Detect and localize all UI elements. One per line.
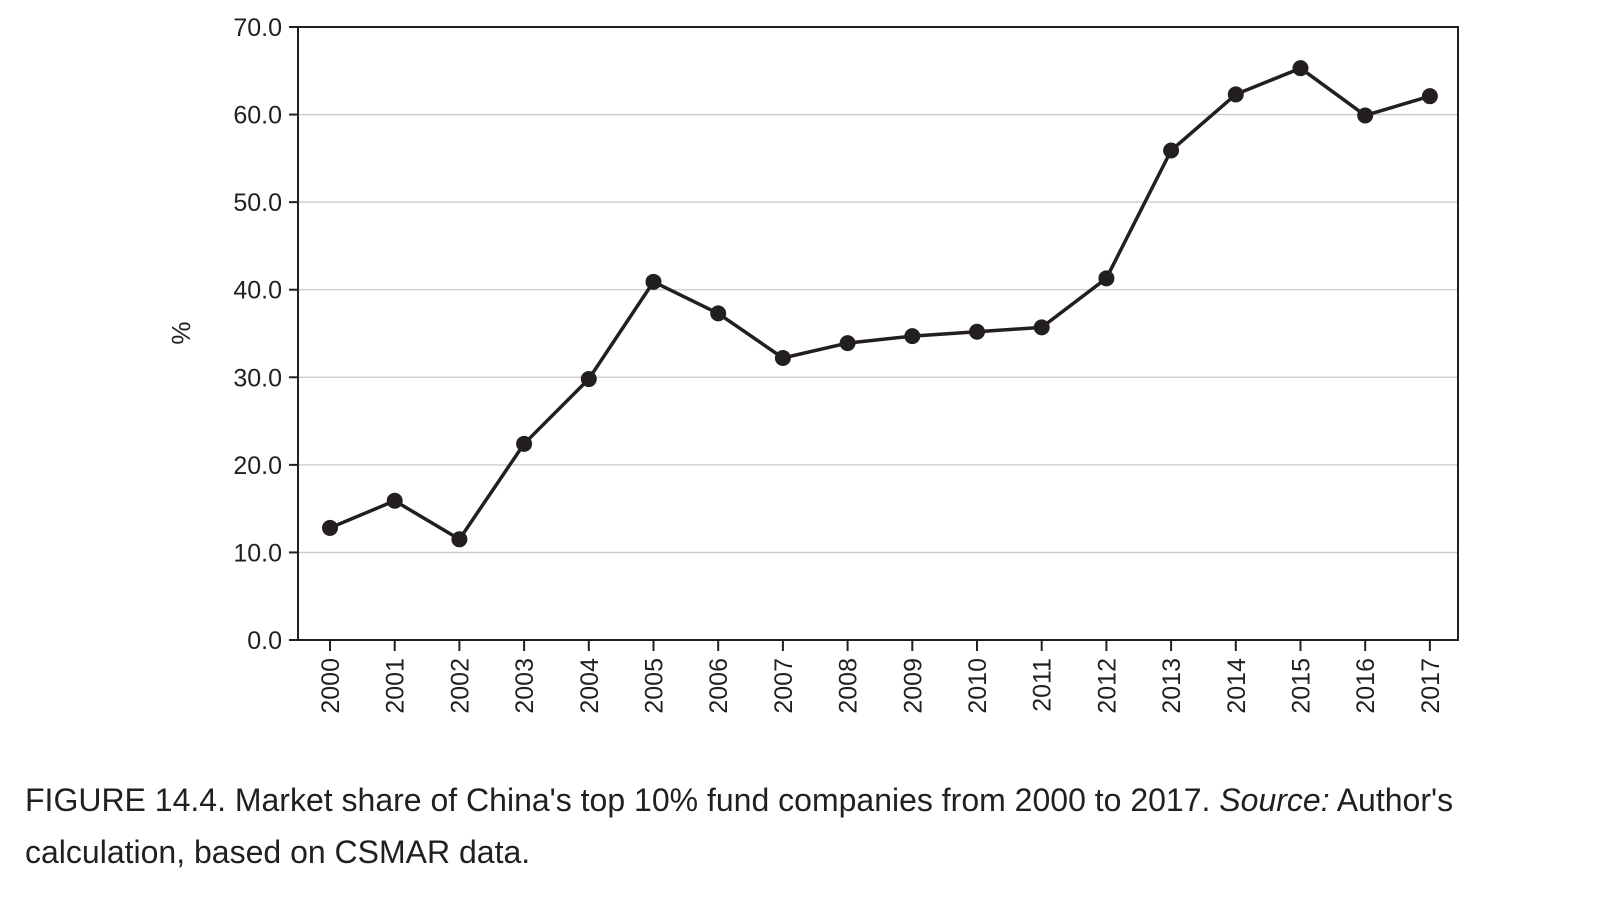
x-tick-label: 2012 [1093, 658, 1121, 714]
data-point-2006 [710, 305, 727, 322]
x-axis: 2000 2001 2002 2003 2004 2005 2006 2007 2008 2009… [317, 640, 1445, 714]
x-tick-label: 2006 [705, 658, 733, 714]
y-tick-label: 60.0 [233, 102, 282, 130]
data-point-2015 [1292, 60, 1309, 77]
x-tick-label: 2008 [835, 658, 863, 714]
x-tick-label: 2011 [1029, 658, 1057, 712]
data-point-2001 [386, 492, 403, 509]
x-tick-label: 2010 [964, 658, 992, 714]
x-tick-label: 2015 [1288, 658, 1316, 714]
y-tick-label: 30.0 [233, 364, 282, 392]
x-tick-label: 2017 [1417, 658, 1445, 714]
x-tick-label: 2014 [1223, 658, 1251, 714]
x-tick-label: 2007 [770, 658, 798, 714]
data-point-2017 [1421, 88, 1438, 105]
data-point-2009 [904, 328, 921, 345]
data-points [322, 60, 1438, 548]
x-tick-label: 2016 [1352, 658, 1380, 714]
line-chart: 0.0 10.0 20.0 30.0 40.0 50.0 60.0 70.0 2000 2001… [166, 14, 1459, 714]
data-point-2008 [839, 335, 856, 352]
data-point-2016 [1357, 107, 1374, 124]
figure-caption: FIGURE 14.4. Market share of China's top… [25, 774, 1610, 878]
data-point-2004 [580, 371, 597, 388]
data-point-2012 [1098, 270, 1115, 287]
x-tick-label: 2003 [511, 658, 539, 714]
caption-tail: Author's calculation, based on CSMAR dat… [25, 782, 1454, 870]
y-axis-label: % [166, 321, 196, 344]
plot-frame [297, 26, 1459, 641]
data-point-2007 [774, 350, 791, 367]
x-tick-label: 2004 [576, 658, 604, 714]
caption-lead: FIGURE 14.4. Market share of China's top… [25, 782, 1220, 818]
series-line [329, 66, 1431, 542]
x-tick-label: 2002 [446, 658, 474, 714]
y-tick-label: 20.0 [233, 452, 282, 480]
gridlines [298, 113, 1458, 554]
y-tick-label: 0.0 [247, 627, 282, 655]
y-axis: 0.0 10.0 20.0 30.0 40.0 50.0 60.0 70.0 [233, 14, 298, 655]
caption-source-label: Source: [1219, 782, 1330, 818]
data-point-2000 [322, 519, 338, 536]
data-point-2003 [516, 435, 533, 452]
data-point-2011 [1033, 319, 1050, 336]
data-point-2010 [969, 323, 985, 340]
x-tick-label: 2000 [317, 658, 345, 714]
data-point-2002 [451, 531, 468, 548]
x-tick-label: 2001 [382, 658, 410, 714]
y-tick-label: 40.0 [233, 277, 282, 305]
x-tick-label: 2005 [641, 658, 669, 714]
y-tick-label: 10.0 [233, 539, 282, 567]
x-tick-label: 2013 [1158, 658, 1186, 714]
y-tick-label: 50.0 [233, 189, 282, 217]
y-tick-label: 70.0 [233, 14, 282, 42]
data-point-2013 [1163, 142, 1180, 159]
x-tick-label: 2009 [899, 658, 927, 714]
data-point-2014 [1227, 86, 1244, 103]
data-point-2005 [645, 273, 662, 290]
